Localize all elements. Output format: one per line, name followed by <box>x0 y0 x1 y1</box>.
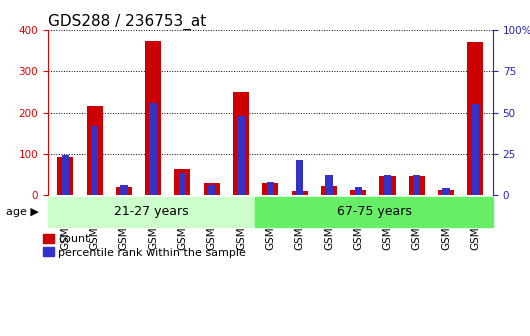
Text: 21-27 years: 21-27 years <box>114 205 189 218</box>
Bar <box>384 175 391 195</box>
Text: GDS288 / 236753_at: GDS288 / 236753_at <box>48 14 206 30</box>
Bar <box>204 182 220 195</box>
Text: age ▶: age ▶ <box>6 207 39 217</box>
Bar <box>149 103 157 195</box>
Bar <box>292 191 307 195</box>
Bar <box>174 169 190 195</box>
Bar <box>325 175 332 195</box>
Bar <box>267 182 274 195</box>
Bar <box>179 173 186 195</box>
Bar <box>237 116 245 195</box>
Bar <box>120 185 128 195</box>
Legend: count, percentile rank within the sample: count, percentile rank within the sample <box>42 234 246 258</box>
Bar <box>438 190 454 195</box>
Bar <box>57 157 73 195</box>
Bar <box>413 175 420 195</box>
Bar <box>321 186 337 195</box>
Bar <box>145 41 161 195</box>
Bar <box>208 185 215 195</box>
Bar <box>472 104 479 195</box>
Bar <box>355 187 362 195</box>
Bar <box>467 42 483 195</box>
Bar <box>91 126 98 195</box>
Bar <box>116 187 132 195</box>
Bar <box>409 176 425 195</box>
Text: 67-75 years: 67-75 years <box>337 205 412 218</box>
Bar <box>86 107 103 195</box>
Bar <box>255 197 493 227</box>
Bar <box>296 160 303 195</box>
Bar <box>61 155 69 195</box>
Bar <box>350 190 366 195</box>
Bar <box>443 188 449 195</box>
Bar <box>48 197 255 227</box>
Bar <box>233 92 249 195</box>
Bar <box>262 183 278 195</box>
Bar <box>379 176 395 195</box>
